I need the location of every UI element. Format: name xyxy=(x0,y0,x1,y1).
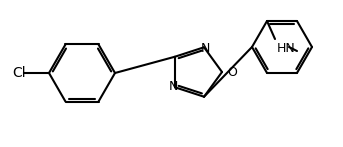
Text: N: N xyxy=(168,80,178,93)
Text: N: N xyxy=(200,42,210,55)
Text: O: O xyxy=(227,66,237,78)
Text: Cl: Cl xyxy=(12,66,26,80)
Text: HN: HN xyxy=(277,42,296,55)
